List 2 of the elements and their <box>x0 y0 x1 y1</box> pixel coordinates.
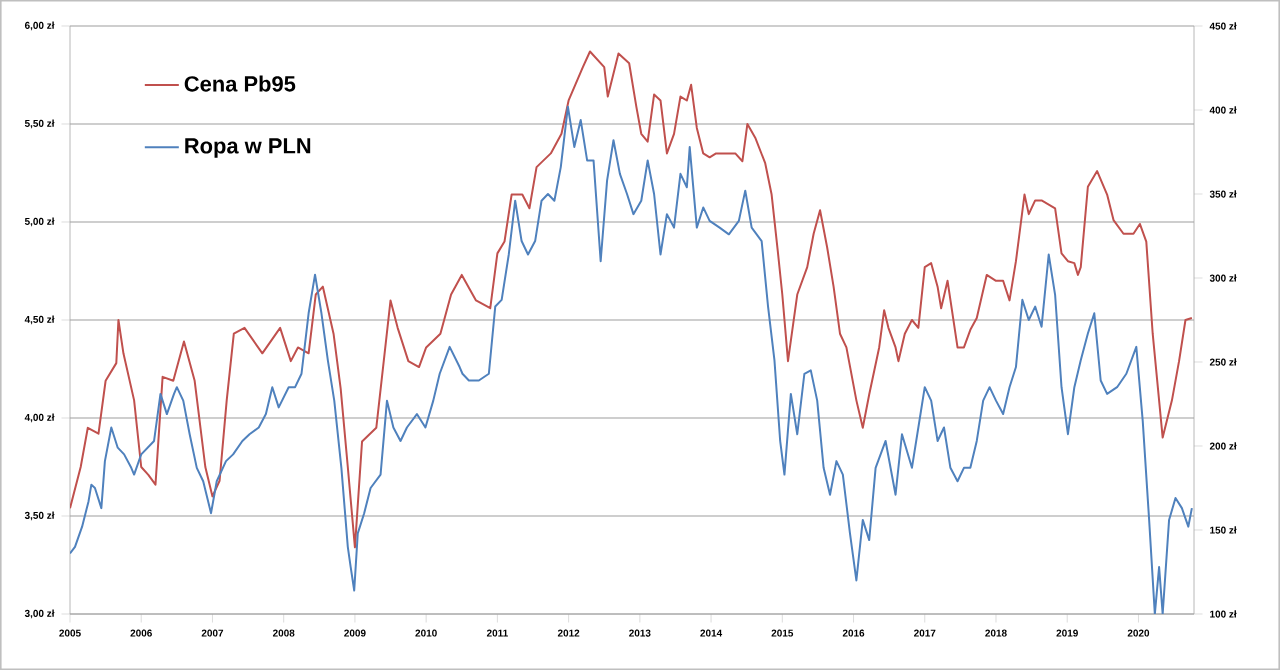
legend-label: Cena Pb95 <box>184 75 296 92</box>
legend-label: Ropa w PLN <box>185 138 311 158</box>
